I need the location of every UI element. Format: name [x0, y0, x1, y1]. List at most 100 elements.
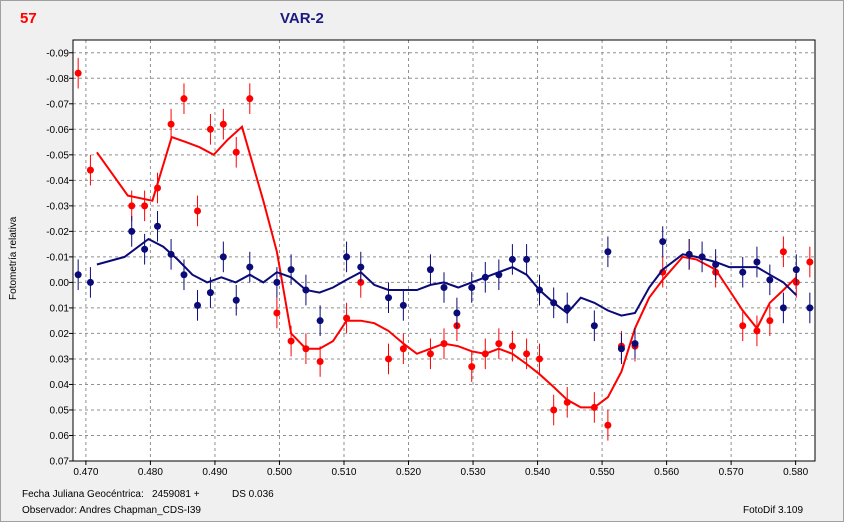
- y-tick-label: -0.04: [46, 176, 69, 187]
- y-tick-label: -0.01: [46, 252, 69, 263]
- y-tick-label: -0.05: [46, 150, 69, 161]
- red-data-point: [426, 350, 434, 358]
- y-tick-label: 0.06: [50, 431, 70, 442]
- red-data-point: [141, 202, 149, 210]
- red-data-point: [481, 350, 489, 358]
- red-data-point: [806, 258, 814, 266]
- blue-data-point: [206, 289, 214, 297]
- observer-label: Observador: Andres Chapman_CDS-I39: [22, 505, 201, 516]
- blue-data-point: [739, 268, 747, 276]
- red-data-point: [287, 337, 295, 345]
- blue-data-point: [563, 304, 571, 312]
- blue-data-point: [128, 227, 136, 235]
- blue-data-point: [659, 238, 667, 246]
- blue-data-point: [440, 283, 448, 291]
- red-data-point: [440, 340, 448, 348]
- y-tick-label: 0.01: [50, 303, 70, 314]
- series: [74, 57, 814, 441]
- blue-data-point: [219, 253, 227, 261]
- red-data-point: [154, 184, 162, 192]
- blue-data-point: [343, 253, 351, 261]
- x-tick-label: 0.570: [719, 467, 744, 478]
- y-tick-label: 0.02: [50, 329, 70, 340]
- blue-data-point: [385, 294, 393, 302]
- blue-data-point: [590, 322, 598, 330]
- y-tick-label: 0.04: [50, 380, 70, 391]
- blue-data-point: [535, 286, 543, 294]
- x-tick-label: 0.470: [73, 467, 98, 478]
- red-trend-line: [96, 124, 798, 409]
- blue-data-point: [74, 271, 82, 279]
- y-tick-label: -0.09: [46, 48, 69, 59]
- red-data-point: [535, 355, 543, 363]
- blue-data-point: [194, 301, 202, 309]
- x-tick-label: 0.550: [590, 467, 615, 478]
- red-data-point: [343, 314, 351, 322]
- red-data-point: [779, 248, 787, 256]
- blue-data-point: [180, 271, 188, 279]
- blue-data-point: [779, 304, 787, 312]
- blue-data-point: [86, 278, 94, 286]
- blue-data-point: [550, 299, 558, 307]
- blue-series: [74, 210, 814, 365]
- blue-data-point: [316, 317, 324, 325]
- red-data-point: [399, 345, 407, 353]
- y-tick-label: -0.08: [46, 74, 69, 85]
- red-data-point: [766, 317, 774, 325]
- y-tick-label: -0.06: [46, 125, 69, 136]
- blue-data-point: [481, 273, 489, 281]
- y-tick-label: -0.03: [46, 201, 69, 212]
- blue-data-point: [617, 345, 625, 353]
- ds-value: DS 0.036: [232, 489, 274, 500]
- y-tick-label: 0.00: [50, 278, 70, 289]
- red-data-point: [74, 69, 82, 77]
- y-tick-label: -0.07: [46, 99, 69, 110]
- y-tick-label: -0.02: [46, 227, 69, 238]
- blue-data-point: [167, 250, 175, 258]
- red-data-point: [180, 95, 188, 103]
- chart-title: VAR-2: [280, 10, 324, 27]
- plot-area: [73, 40, 815, 461]
- x-tick-label: 0.520: [396, 467, 421, 478]
- julian-date-label: Fecha Juliana Geocéntrica:: [22, 489, 144, 500]
- red-data-point: [128, 202, 136, 210]
- red-data-point: [167, 120, 175, 128]
- red-data-point: [523, 350, 531, 358]
- blue-data-point: [141, 245, 149, 253]
- red-data-point: [495, 340, 503, 348]
- red-data-point: [206, 125, 214, 133]
- blue-data-point: [287, 266, 295, 274]
- red-data-point: [194, 207, 202, 215]
- blue-trend-line: [96, 237, 798, 317]
- x-tick-label: 0.500: [267, 467, 292, 478]
- red-data-point: [468, 363, 476, 371]
- julian-date-value: 2459081 +: [152, 489, 200, 500]
- blue-data-point: [698, 253, 706, 261]
- red-data-point: [739, 322, 747, 330]
- red-data-point: [753, 327, 761, 335]
- blue-data-point: [453, 309, 461, 317]
- y-tick-label: 0.03: [50, 354, 70, 365]
- x-tick-label: 0.580: [783, 467, 808, 478]
- red-data-point: [385, 355, 393, 363]
- red-data-point: [316, 357, 324, 365]
- red-data-point: [273, 309, 281, 317]
- x-tick-label: 0.540: [525, 467, 550, 478]
- x-tick-label: 0.510: [331, 467, 356, 478]
- grid: [73, 40, 815, 462]
- red-data-point: [302, 345, 310, 353]
- red-data-point: [508, 342, 516, 350]
- blue-data-point: [426, 266, 434, 274]
- blue-data-point: [246, 263, 254, 271]
- blue-data-point: [399, 301, 407, 309]
- blue-data-point: [806, 304, 814, 312]
- red-data-point: [604, 421, 612, 429]
- x-tick-label: 0.560: [654, 467, 679, 478]
- blue-data-point: [357, 263, 365, 271]
- blue-data-point: [792, 266, 800, 274]
- blue-data-point: [495, 271, 503, 279]
- red-data-point: [550, 406, 558, 414]
- red-data-point: [232, 148, 240, 156]
- y-tick-label: 0.05: [50, 405, 70, 416]
